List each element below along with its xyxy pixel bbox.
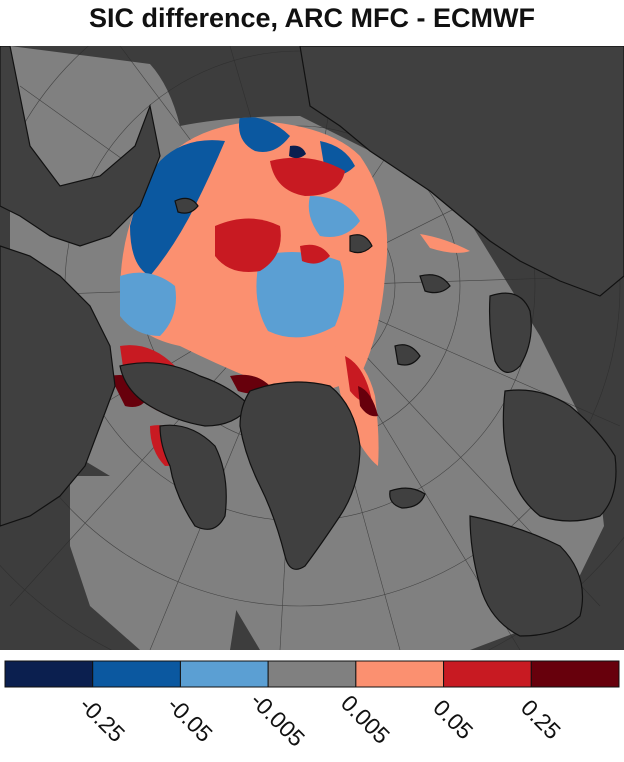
colorbar-tick-labels: -0.25 -0.05 -0.005 0.005 0.05 0.25 (75, 687, 566, 752)
land-north-siberian-islands (349, 234, 373, 254)
ice-diff-patch-light-positive-2 (335, 346, 379, 466)
ice-diff-patch-light-positive-3 (420, 234, 470, 253)
land (0, 46, 624, 637)
colorbar-bin (443, 660, 532, 688)
land-novaya-zemlya (488, 292, 532, 373)
colorbar-bin (92, 660, 181, 688)
ice-diff-patch-very-strong-negative (289, 145, 306, 159)
colorbar-bin (179, 660, 269, 688)
land-svalbard (394, 344, 421, 366)
colorbar-tick-label: -0.05 (162, 692, 217, 747)
ice-diff-patch-medium-negative-2 (239, 116, 290, 152)
ice-diff-patch-strong-positive-2 (270, 157, 345, 196)
ice-diff-patch-strong-positive-3 (300, 244, 330, 264)
colorbar-bins (4, 660, 620, 688)
colorbar: -0.25 -0.05 -0.005 0.005 0.05 0.25 (4, 660, 620, 752)
colorbar-tick-label: 0.005 (336, 690, 395, 749)
land-arctic-island-1 (174, 197, 199, 214)
land-severnaya-zemlya (419, 274, 451, 294)
colorbar-bin (4, 660, 94, 688)
colorbar-tick-label: -0.005 (246, 687, 311, 752)
land-alaska (0, 46, 161, 247)
ice-diff-patch-very-strong-positive-3 (358, 386, 378, 417)
land-greenland (239, 381, 361, 570)
colorbar-bin (267, 660, 357, 688)
colorbar-tick-label: -0.25 (75, 692, 130, 747)
ice-diff-patch-light-negative (120, 272, 176, 336)
land-iceland (389, 487, 426, 509)
land-baffin-island (159, 424, 227, 530)
colorbar-tick-label: 0.25 (516, 694, 566, 744)
ice-diff-patch-light-negative-2 (256, 252, 344, 338)
land-siberia (299, 46, 624, 297)
colorbar-tick-label: 0.05 (428, 694, 478, 744)
sea-ice-difference-field (110, 116, 470, 466)
sic-difference-map (0, 46, 624, 650)
land-scandinavia (502, 389, 617, 522)
land-canada (0, 245, 116, 527)
land-europe (469, 515, 584, 637)
figure-title: SIC difference, ARC MFC - ECMWF (88, 3, 535, 33)
ice-diff-patch-strong-positive (215, 218, 281, 272)
land-canadian-islands (119, 362, 251, 427)
ice-diff-patch-light-negative-3 (308, 196, 360, 237)
colorbar-bin (355, 660, 445, 688)
colorbar-bin (530, 660, 620, 688)
